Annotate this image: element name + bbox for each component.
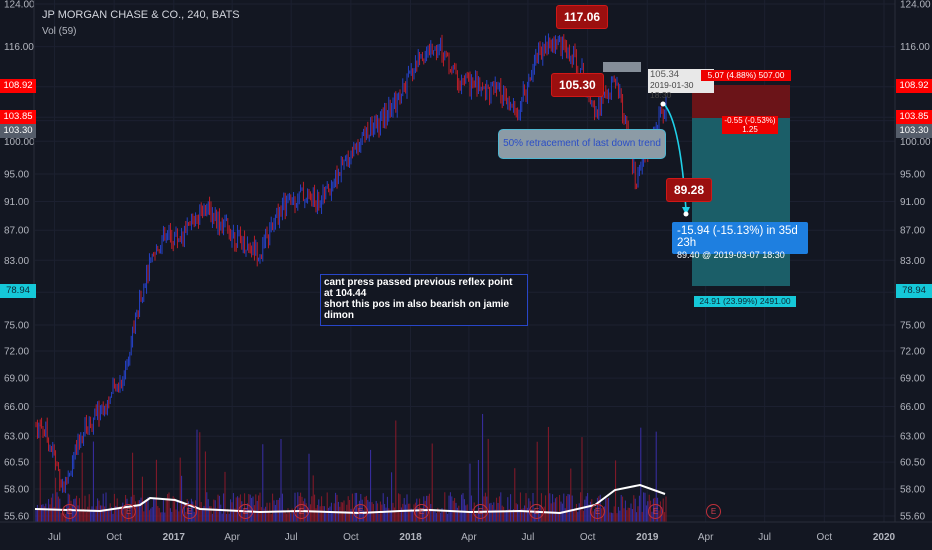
profit-box[interactable]: 24.91 (23.99%) 2491.00 [694, 296, 796, 307]
current-price-value: 105.34 [650, 69, 680, 80]
x-axis: Jul Oct 2017 Apr Jul Oct 2018 Apr Jul Oct 2019 Apr J… [48, 532, 896, 543]
consolidation-box [603, 62, 641, 72]
y-tick-label-left: 75.00 [4, 320, 29, 331]
y-tick-label-right: 63.00 [900, 432, 925, 443]
y-tick-label-right: 60.50 [900, 458, 925, 469]
stop-loss-box[interactable]: 5.07 (4.88%) 507.00 [701, 70, 791, 81]
x-tick-label: Jul [285, 532, 298, 543]
left-tag-78-94: 78.94 [0, 284, 36, 298]
earnings-icon[interactable]: E [706, 504, 721, 519]
right-tag-103-30: 103.30 [896, 124, 932, 138]
x-tick-label: Jul [522, 532, 535, 543]
y-tick-label-left: 66.00 [4, 402, 29, 413]
y-tick-label-right: 116.00 [900, 42, 930, 53]
y-tick-label-left: 55.60 [4, 512, 29, 523]
left-tag-108-92: 108.92 [0, 79, 36, 93]
earnings-icon[interactable]: E [473, 504, 488, 519]
y-tick-label-left: 58.00 [4, 485, 29, 496]
x-tick-label: Jul [48, 532, 61, 543]
volume-indicator-label: Vol (59) [42, 26, 77, 37]
symbol-title: JP MORGAN CHASE & CO., 240, BATS [42, 9, 240, 21]
y-tick-label-left: 116.00 [4, 42, 34, 53]
y-tick-label-right: 72.00 [900, 347, 925, 358]
earnings-icon[interactable]: E [353, 504, 368, 519]
earnings-icon[interactable]: E [294, 504, 309, 519]
target-marker [683, 211, 689, 217]
y-tick-label-right: 66.00 [900, 402, 925, 413]
y-tick-label-right: 95.00 [900, 170, 925, 181]
current-price-date: 2019-01-30 18:30 [650, 80, 694, 100]
x-tick-label: Apr [224, 532, 240, 543]
earnings-icon[interactable]: E [62, 504, 77, 519]
earnings-icon[interactable]: E [529, 504, 544, 519]
y-tick-label-left: 124.00 [4, 0, 35, 11]
y-tick-label-right: 75.00 [900, 320, 925, 331]
text-note[interactable]: cant press passed previous reflex point … [320, 274, 528, 326]
y-tick-label-left: 87.00 [4, 226, 29, 237]
x-tick-label: 2018 [399, 532, 422, 543]
x-tick-label: 2020 [873, 532, 896, 543]
right-tag-108-92: 108.92 [896, 79, 932, 93]
y-tick-label-left: 95.00 [4, 170, 29, 181]
y-tick-label-right: 83.00 [900, 256, 925, 267]
x-tick-label: Oct [343, 532, 359, 543]
volume-ma-line [34, 483, 666, 515]
x-tick-label: Oct [106, 532, 122, 543]
entry-box[interactable]: -0.55 (-0.53%) 1.25 [722, 116, 778, 134]
y-tick-label-right: 58.00 [900, 485, 925, 496]
x-tick-label: 2017 [163, 532, 186, 543]
x-tick-label: Oct [580, 532, 596, 543]
y-tick-label-left: 72.00 [4, 347, 29, 358]
x-tick-label: Apr [461, 532, 477, 543]
earnings-icon[interactable]: E [121, 504, 136, 519]
y-tick-label-right: 124.00 [900, 0, 931, 11]
y-tick-label-right: 100.00 [900, 137, 931, 148]
projection-target-label[interactable]: -15.94 (-15.13%) in 35d 23h 89.40 @ 2019… [672, 222, 808, 260]
y-tick-label-left: 91.00 [4, 197, 29, 208]
retracement-label[interactable]: 50% retracement of last down trend [498, 129, 666, 159]
y-tick-label-right: 91.00 [900, 197, 925, 208]
left-tag-103-30: 103.30 [0, 124, 36, 138]
earnings-icon[interactable]: E [182, 504, 197, 519]
earnings-icon[interactable]: E [648, 504, 663, 519]
callout-high[interactable]: 117.06 [556, 5, 609, 29]
earnings-icon[interactable]: E [590, 504, 605, 519]
right-tag-78-94: 78.94 [896, 284, 932, 298]
y-tick-label-right: 55.60 [900, 512, 925, 523]
y-tick-label-left: 63.00 [4, 432, 29, 443]
x-tick-label: Oct [817, 532, 833, 543]
earnings-icon[interactable]: E [238, 504, 253, 519]
earnings-icon[interactable]: E [414, 504, 429, 519]
right-tag-103-85: 103.85 [896, 110, 932, 124]
x-tick-label: 2019 [636, 532, 659, 543]
grid-lines [35, 0, 895, 522]
projection-date: 89.40 @ 2019-03-07 18:30 [677, 250, 785, 260]
x-tick-label: Apr [698, 532, 714, 543]
y-tick-label-left: 100.00 [4, 137, 35, 148]
left-tag-103-85: 103.85 [0, 110, 36, 124]
callout-low[interactable]: 89.28 [666, 178, 713, 202]
y-tick-label-right: 87.00 [900, 226, 925, 237]
callout-mid[interactable]: 105.30 [551, 73, 604, 97]
y-tick-label-left: 60.50 [4, 458, 29, 469]
projection-arrowhead [682, 207, 690, 215]
projection-change: -15.94 (-15.13%) in 35d 23h [677, 225, 798, 249]
y-tick-label-left: 69.00 [4, 374, 29, 385]
x-tick-label: Jul [758, 532, 771, 543]
current-price-marker [660, 101, 666, 107]
y-tick-label-left: 83.00 [4, 256, 29, 267]
profit-zone [692, 118, 790, 286]
y-tick-label-right: 69.00 [900, 374, 925, 385]
